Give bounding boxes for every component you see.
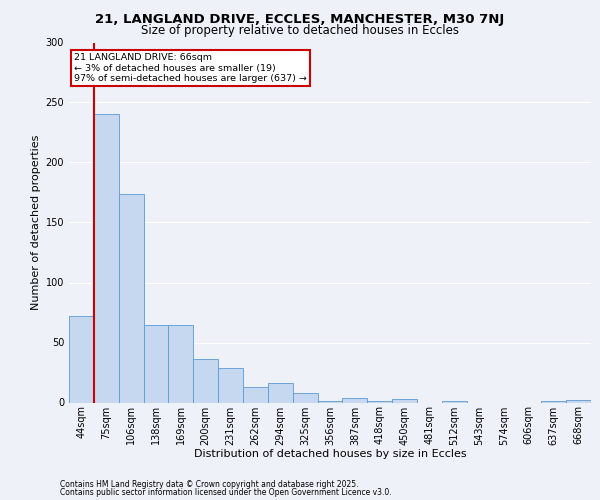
- Text: Size of property relative to detached houses in Eccles: Size of property relative to detached ho…: [141, 24, 459, 37]
- Bar: [566, 400, 591, 402]
- Bar: [392, 399, 417, 402]
- X-axis label: Distribution of detached houses by size in Eccles: Distribution of detached houses by size …: [194, 449, 466, 459]
- Bar: [243, 387, 268, 402]
- Text: Contains HM Land Registry data © Crown copyright and database right 2025.: Contains HM Land Registry data © Crown c…: [60, 480, 359, 489]
- Bar: [119, 194, 143, 402]
- Text: 21 LANGLAND DRIVE: 66sqm
← 3% of detached houses are smaller (19)
97% of semi-de: 21 LANGLAND DRIVE: 66sqm ← 3% of detache…: [74, 54, 307, 83]
- Text: Contains public sector information licensed under the Open Government Licence v3: Contains public sector information licen…: [60, 488, 392, 497]
- Bar: [268, 384, 293, 402]
- Y-axis label: Number of detached properties: Number of detached properties: [31, 135, 41, 310]
- Bar: [218, 368, 243, 402]
- Text: 21, LANGLAND DRIVE, ECCLES, MANCHESTER, M30 7NJ: 21, LANGLAND DRIVE, ECCLES, MANCHESTER, …: [95, 12, 505, 26]
- Bar: [69, 316, 94, 402]
- Bar: [94, 114, 119, 403]
- Bar: [143, 324, 169, 402]
- Bar: [343, 398, 367, 402]
- Bar: [169, 324, 193, 402]
- Bar: [293, 393, 317, 402]
- Bar: [193, 360, 218, 403]
